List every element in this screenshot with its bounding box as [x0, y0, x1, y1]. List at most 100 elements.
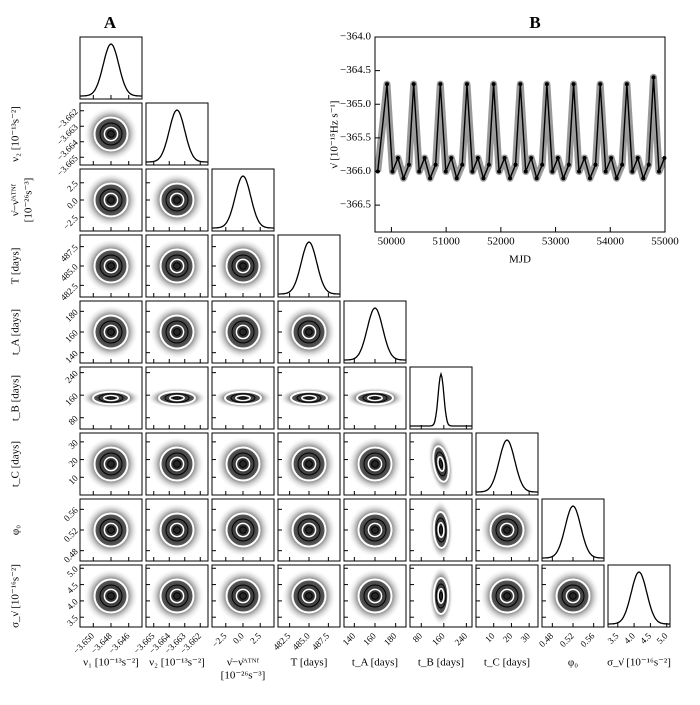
contour — [489, 578, 525, 614]
contour — [99, 188, 123, 212]
contour — [107, 262, 115, 270]
x-tick-label: 53000 — [542, 236, 570, 248]
cell — [79, 36, 143, 100]
contour — [367, 456, 383, 472]
contour — [92, 390, 130, 406]
data-point — [454, 176, 459, 181]
sample-cloud — [149, 304, 205, 360]
x-tick-label: 485.0 — [290, 630, 312, 652]
contour — [235, 324, 251, 340]
contour — [291, 578, 327, 614]
contour — [103, 588, 119, 604]
x-tick-label: 52000 — [487, 236, 515, 248]
cell — [79, 498, 143, 562]
sample-cloud — [215, 436, 271, 492]
data-point — [566, 162, 571, 167]
data-point — [417, 169, 422, 174]
contour — [165, 518, 189, 542]
y-axis-label: [10⁻²⁶s⁻³] — [23, 178, 35, 223]
contour — [173, 460, 181, 468]
cell-frame — [541, 498, 605, 562]
data-point — [540, 162, 545, 167]
contour — [106, 396, 116, 400]
cell-frame — [145, 564, 209, 628]
contour — [103, 324, 119, 340]
y-tick-label: 2.5 — [65, 178, 80, 193]
y-tick-label: 4.0 — [65, 596, 80, 611]
data-point — [390, 169, 395, 174]
y-tick-label: 0.48 — [62, 546, 81, 565]
data-point — [475, 156, 480, 161]
cell — [79, 432, 143, 496]
x-tick-label: −3.646 — [107, 630, 132, 655]
contour — [107, 526, 115, 534]
y-tick-label: 80 — [66, 413, 80, 427]
contour — [159, 314, 195, 350]
contour — [103, 522, 119, 538]
cell — [343, 432, 407, 496]
contour — [164, 393, 190, 403]
contour — [297, 320, 321, 344]
cell — [145, 366, 209, 430]
contour — [489, 512, 525, 548]
x-tick-label: 4.0 — [622, 630, 637, 645]
sample-cloud — [149, 502, 205, 558]
y-tick-label: −2.5 — [61, 213, 80, 232]
x-tick-label: 0.56 — [578, 630, 597, 649]
contour — [231, 452, 255, 476]
contour — [173, 328, 181, 336]
contour — [569, 592, 577, 600]
contour — [301, 394, 317, 402]
data-point — [550, 169, 555, 174]
contour — [93, 182, 129, 218]
data-point — [571, 82, 576, 87]
contour — [99, 122, 123, 146]
data-point — [438, 82, 443, 87]
contour — [367, 588, 383, 604]
data-point — [449, 156, 454, 161]
cell-frame — [277, 234, 341, 298]
data-point — [518, 82, 523, 87]
data-point — [497, 169, 502, 174]
cell — [277, 366, 341, 430]
y-tick-label: 30 — [66, 437, 80, 451]
contour — [93, 512, 129, 548]
y-tick-label: −365.0 — [340, 98, 371, 110]
data-point — [598, 82, 603, 87]
contour — [561, 584, 585, 608]
data-point — [443, 169, 448, 174]
sample-cloud — [545, 568, 601, 624]
marginal-histogram — [542, 505, 604, 559]
x-tick-label: 50000 — [378, 236, 406, 248]
sample-cloud — [81, 387, 141, 409]
sample-cloud — [429, 566, 453, 626]
sample-cloud — [83, 502, 139, 558]
cell — [277, 564, 341, 628]
y-axis-label: ν₂ [10⁻¹³s⁻²] — [10, 106, 22, 162]
contour — [103, 258, 119, 274]
x-tick-label: 160 — [361, 630, 378, 647]
sample-cloud — [215, 502, 271, 558]
data-point — [502, 156, 507, 161]
contour — [438, 459, 444, 469]
contour — [158, 390, 196, 406]
cell — [79, 102, 143, 166]
contour — [225, 578, 261, 614]
y-tick-label: 140 — [63, 348, 80, 365]
data-point — [635, 156, 640, 161]
x-tick-label: 55000 — [651, 236, 679, 248]
contour — [435, 583, 447, 609]
cell — [145, 498, 209, 562]
y-tick-label: 485.0 — [58, 261, 80, 283]
x-axis-label: φ₀ — [568, 657, 578, 669]
x-tick-label: 3.5 — [606, 630, 621, 645]
data-point — [401, 176, 406, 181]
x-axis-label: σ_ν̇ [10⁻¹⁶s⁻²] — [607, 657, 671, 669]
contour — [435, 451, 447, 477]
data-point — [428, 176, 433, 181]
sample-cloud — [281, 568, 337, 624]
contour — [159, 182, 195, 218]
x-tick-label: 10 — [483, 630, 497, 644]
sample-cloud — [83, 238, 139, 294]
